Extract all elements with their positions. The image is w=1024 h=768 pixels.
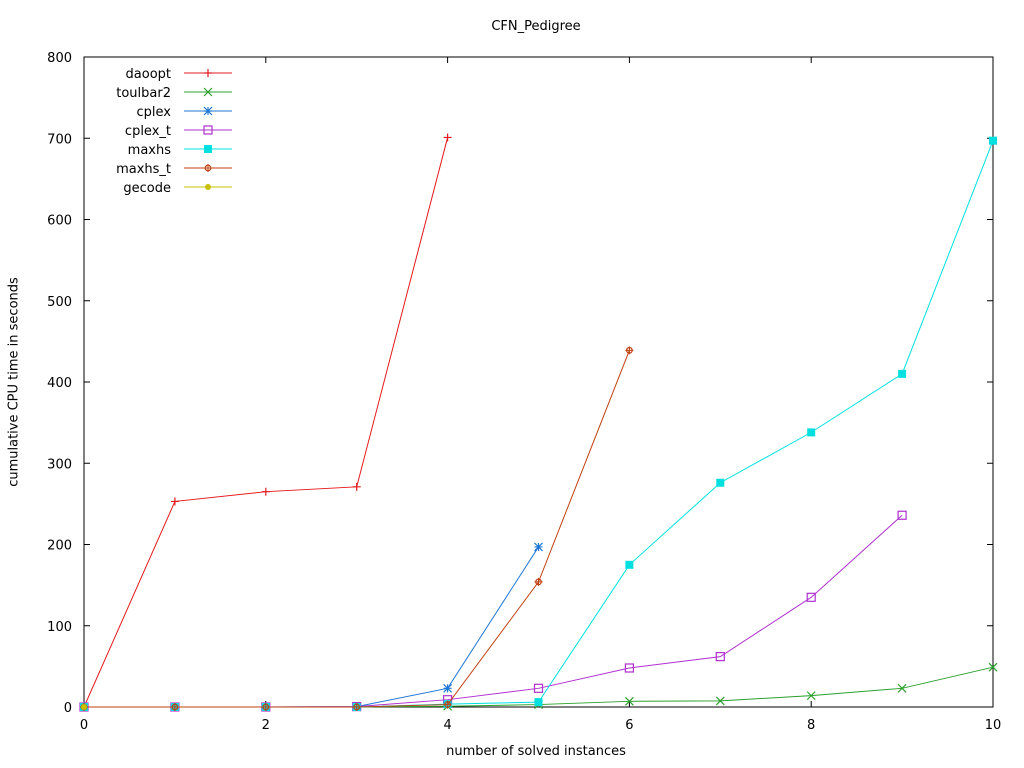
x-tick-label: 4 <box>443 718 451 733</box>
legend-label: cplex_t <box>125 124 171 139</box>
y-tick-label: 200 <box>47 539 72 554</box>
y-tick-label: 700 <box>47 132 72 147</box>
x-tick-label: 8 <box>807 718 815 733</box>
x-tick-label: 6 <box>625 718 633 733</box>
plot-frame <box>83 56 994 708</box>
series-cplex_t <box>79 510 907 712</box>
y-tick-label: 600 <box>47 214 72 229</box>
chart-title: CFN_Pedigree <box>491 19 581 34</box>
x-tick-label: 2 <box>262 718 270 733</box>
legend-label: toulbar2 <box>116 86 171 101</box>
y-tick-label: 0 <box>64 701 72 716</box>
y-tick-label: 100 <box>47 620 72 635</box>
y-tick-label: 300 <box>47 457 72 472</box>
legend-label: maxhs <box>128 143 172 158</box>
x-tick-label: 0 <box>80 718 88 733</box>
legend-label: gecode <box>123 181 171 196</box>
series-maxhs <box>80 136 997 711</box>
y-tick-label: 400 <box>47 376 72 391</box>
series-daoopt <box>80 133 452 711</box>
series-cplex <box>79 542 543 712</box>
x-tick-label: 10 <box>985 718 1002 733</box>
legend-label: maxhs_t <box>116 162 171 177</box>
x-axis-label: number of solved instances <box>446 744 626 759</box>
legend-label: cplex <box>137 105 172 120</box>
y-tick-label: 800 <box>47 51 72 66</box>
legend-label: daoopt <box>126 67 171 82</box>
series-gecode <box>81 704 87 710</box>
y-tick-label: 500 <box>47 295 72 310</box>
